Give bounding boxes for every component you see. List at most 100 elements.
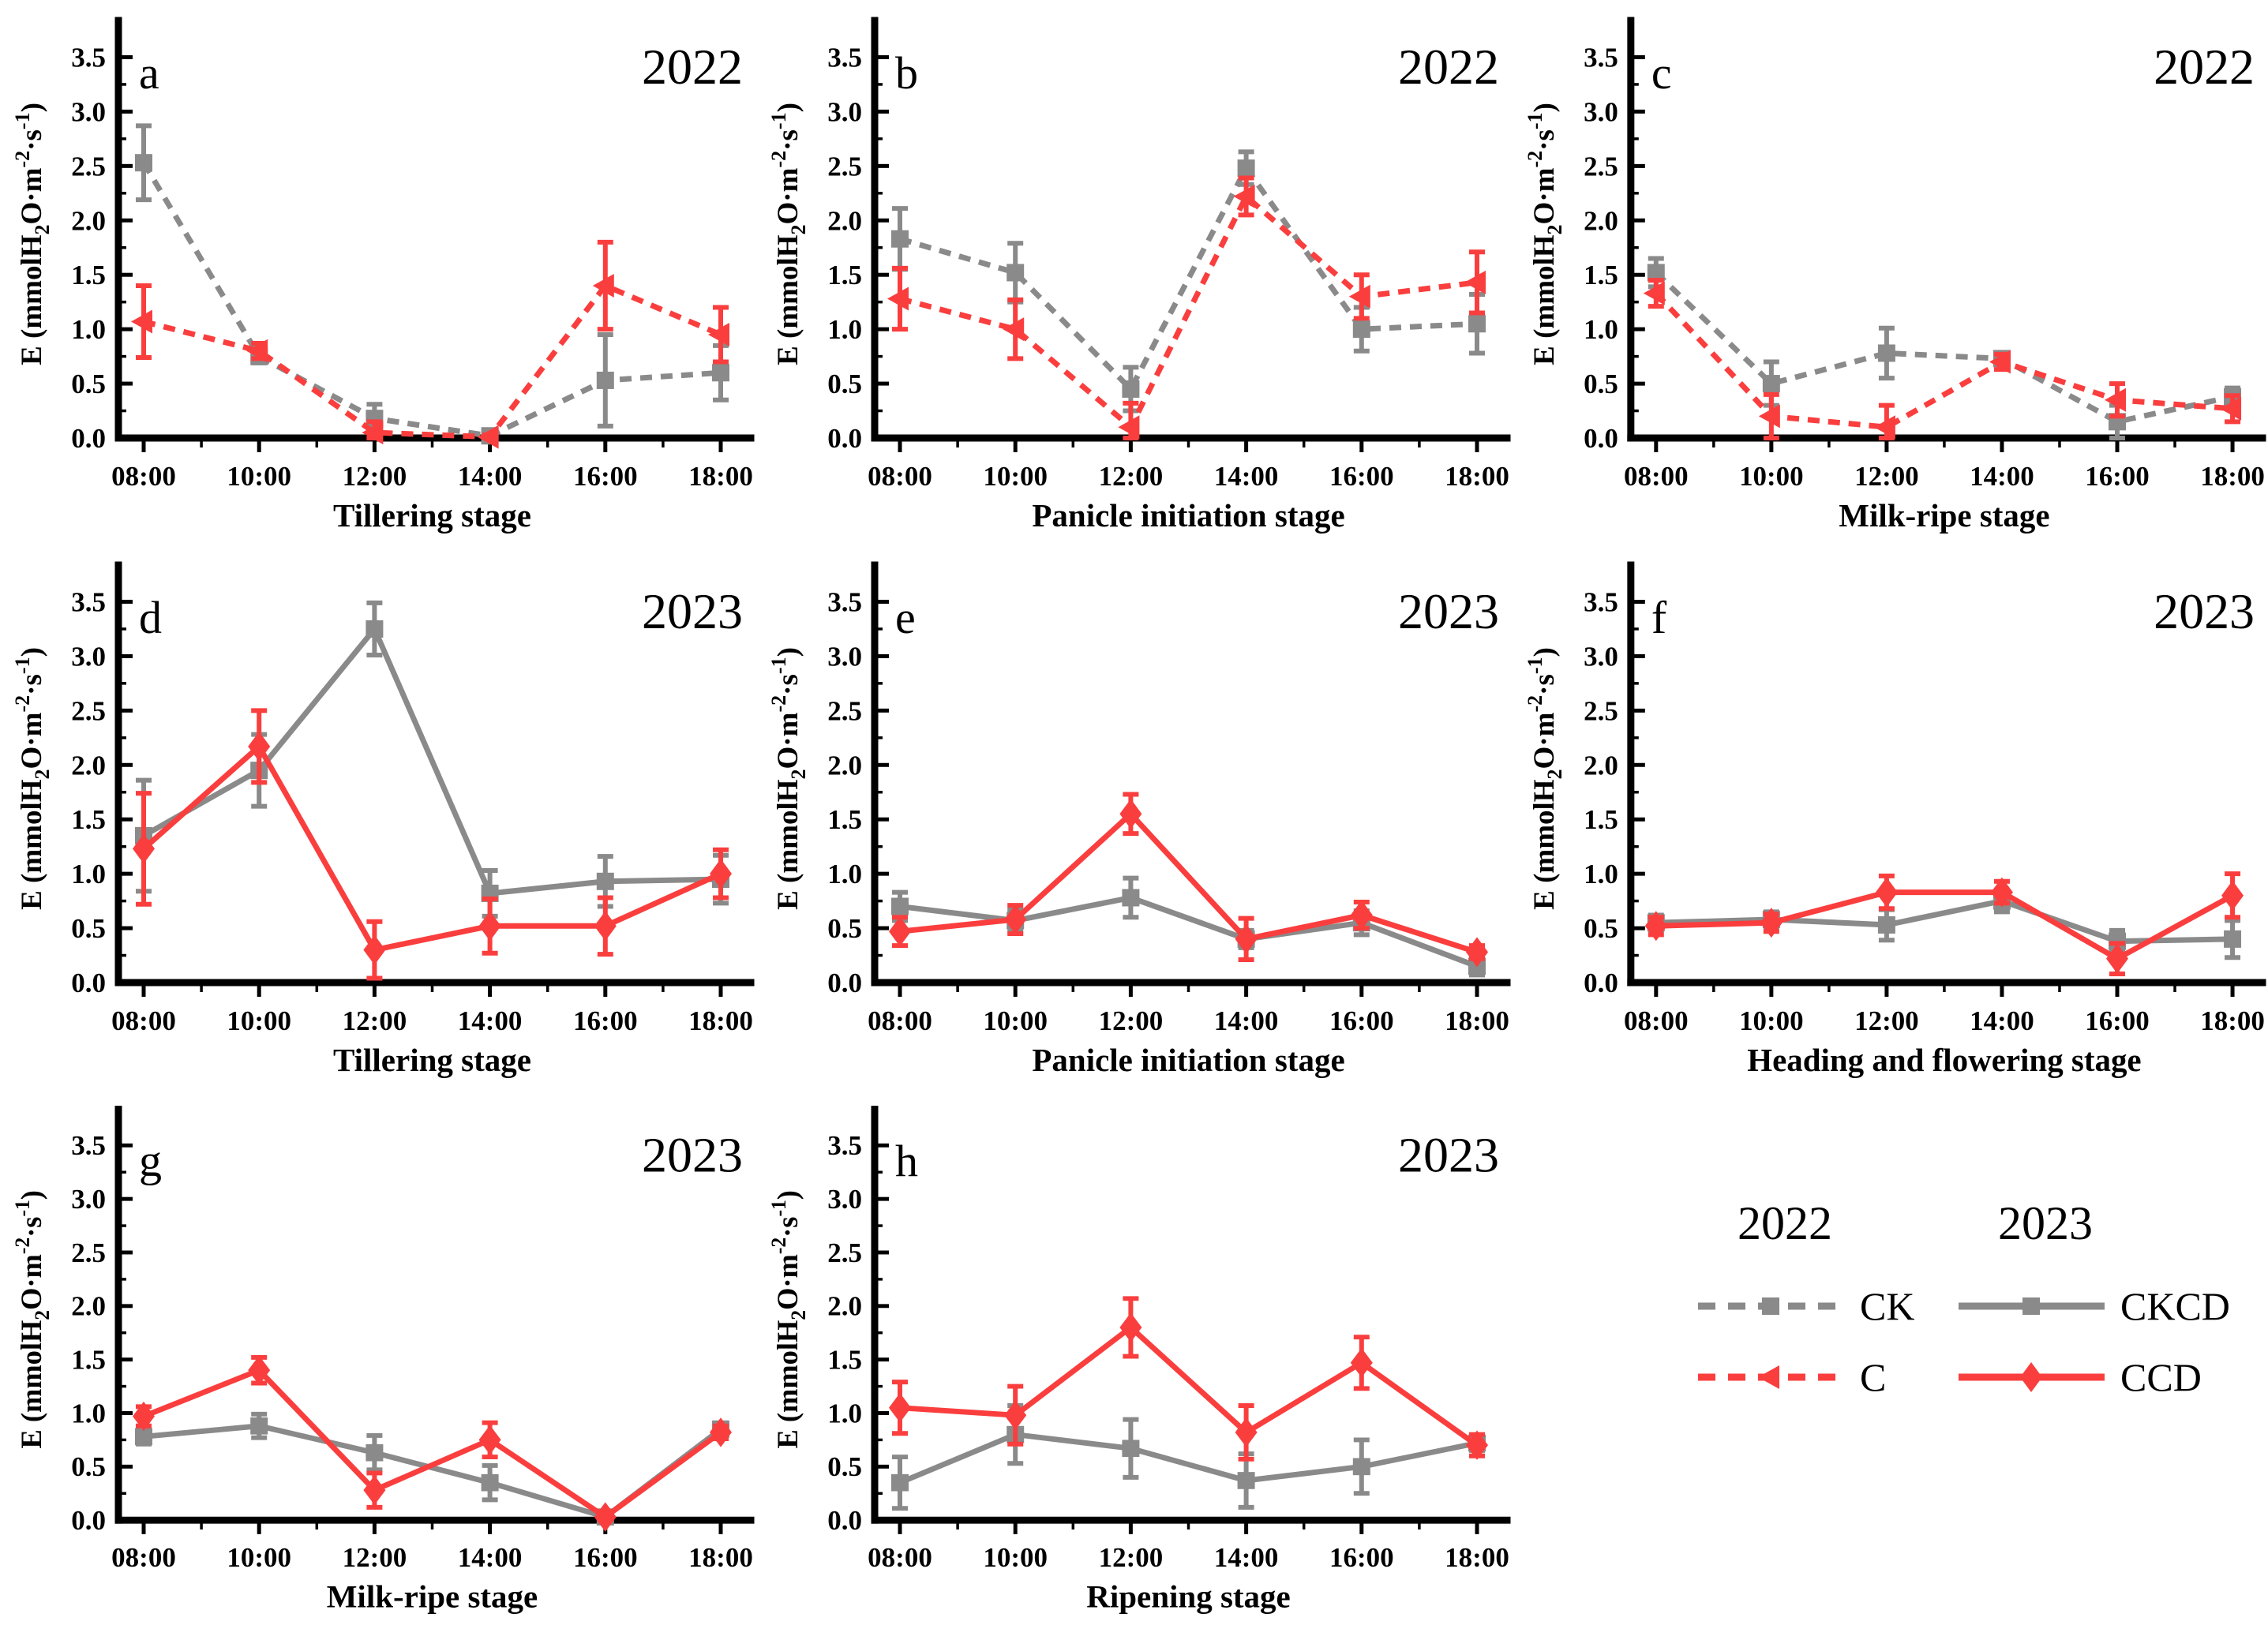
x-tick-label: 16:00 xyxy=(573,1542,638,1573)
marker-CCD xyxy=(1235,923,1258,954)
y-tick-label: 1.0 xyxy=(71,314,106,345)
y-axis-label: E (mmolH2O·m-2·s-1) xyxy=(11,1190,54,1448)
y-tick-label: 3.5 xyxy=(1584,586,1618,617)
marker-CK xyxy=(712,364,729,382)
marker-C xyxy=(2220,396,2242,421)
marker-CK xyxy=(891,230,909,248)
panel-year: 2022 xyxy=(1398,39,1499,95)
marker-CCD xyxy=(133,833,155,864)
series-line-CCD xyxy=(899,810,1479,955)
y-tick-label: 0.0 xyxy=(1584,968,1618,998)
marker-CKCD xyxy=(1237,1472,1255,1489)
y-tick-label: 1.5 xyxy=(1584,260,1618,290)
panel-year: 2022 xyxy=(2154,39,2255,95)
x-tick-label: 12:00 xyxy=(1854,461,1919,492)
series-line-CK xyxy=(141,161,722,439)
panel-year: 2023 xyxy=(642,1127,743,1182)
y-tick-label: 0.5 xyxy=(71,913,106,944)
panel-letter: b xyxy=(895,47,918,99)
y-tick-label: 1.5 xyxy=(827,1345,862,1376)
y-tick-label: 2.5 xyxy=(71,1237,106,1268)
panel-letter: a xyxy=(139,47,159,99)
y-tick-label: 2.0 xyxy=(1584,205,1618,236)
x-tick-label: 10:00 xyxy=(227,461,291,492)
x-tick-label: 14:00 xyxy=(458,1542,523,1573)
marker-CCD xyxy=(1119,1312,1142,1342)
panel-year: 2023 xyxy=(1398,583,1499,639)
marker-C xyxy=(1643,281,1665,305)
x-tick-label: 16:00 xyxy=(573,461,638,492)
x-tick-label: 10:00 xyxy=(227,1005,291,1036)
stage-label: Milk-ripe stage xyxy=(1839,497,2049,534)
marker-CCD xyxy=(1004,904,1027,935)
marker-CK xyxy=(1468,315,1486,333)
y-axis-label: E (mmolH2O·m-2·s-1) xyxy=(11,647,54,910)
marker-C xyxy=(1758,404,1780,429)
y-tick-label: 1.5 xyxy=(1584,804,1618,835)
marker-CCD xyxy=(594,1502,617,1532)
legend-label-C: C xyxy=(1860,1355,1886,1399)
x-tick-label: 16:00 xyxy=(1329,461,1394,492)
series-line-CK xyxy=(1654,270,2233,425)
y-tick-label: 2.0 xyxy=(71,1291,106,1322)
y-tick-label: 0.5 xyxy=(71,1451,106,1482)
y-axis-label: E (mmolH2O·m-2·s-1) xyxy=(11,103,54,365)
y-tick-label: 2.0 xyxy=(827,750,862,781)
x-tick-label: 12:00 xyxy=(343,1005,407,1036)
y-tick-label: 0.0 xyxy=(71,423,106,454)
series-line-CKCD xyxy=(143,1423,723,1520)
chart-panel-h: 0.0 0.5 1.0 1.5 2.0 2.5 3.0 3.5 08:00 10:00 12:00 1… xyxy=(756,1089,1513,1625)
chart-svg-d: 0.0 0.5 1.0 1.5 2.0 2.5 3.0 3.5 08:00 10:00 12:00 1… xyxy=(11,561,755,1078)
x-tick-label: 18:00 xyxy=(688,1542,753,1573)
marker-CKCD xyxy=(1877,915,1895,934)
y-tick-label: 3.5 xyxy=(827,1130,862,1161)
marker-C xyxy=(1758,1365,1779,1389)
y-tick-label: 0.5 xyxy=(827,369,862,399)
marker-C xyxy=(1003,317,1025,342)
x-tick-label: 14:00 xyxy=(458,1005,523,1036)
y-tick-label: 0.5 xyxy=(71,369,106,399)
x-tick-label: 08:00 xyxy=(868,461,932,492)
x-tick-label: 12:00 xyxy=(343,461,407,492)
y-axis-label: E (mmolH2O·m-2·s-1) xyxy=(767,647,810,910)
x-tick-label: 16:00 xyxy=(2085,1005,2150,1036)
marker-C xyxy=(246,339,268,363)
marker-CK xyxy=(1007,264,1025,282)
x-tick-label: 14:00 xyxy=(458,461,523,492)
marker-CCD xyxy=(889,916,911,947)
x-tick-label: 16:00 xyxy=(1329,1005,1394,1036)
marker-CCD xyxy=(248,731,271,762)
chart-panel-b: 0.0 0.5 1.0 1.5 2.0 2.5 3.0 3.5 08:00 10:00 12:00 1… xyxy=(756,0,1513,545)
y-tick-label: 3.0 xyxy=(1584,96,1618,127)
series-line-CK xyxy=(899,163,1478,394)
y-tick-label: 0.0 xyxy=(1584,423,1618,454)
marker-C xyxy=(2105,388,2126,412)
y-tick-label: 3.0 xyxy=(1584,641,1618,672)
marker-CCD xyxy=(594,911,617,942)
marker-CCD xyxy=(363,934,386,965)
marker-CCD xyxy=(1875,877,1898,908)
marker-CCD xyxy=(2020,1362,2042,1392)
legend-svg: 2022 CK C 2023 CKCD CCD xyxy=(1698,1197,2230,1399)
y-tick-label: 2.0 xyxy=(827,205,862,236)
y-tick-label: 1.0 xyxy=(1584,314,1618,345)
marker-C xyxy=(477,425,499,449)
y-tick-label: 2.0 xyxy=(71,205,106,236)
panel-year: 2023 xyxy=(642,583,743,639)
marker-CK xyxy=(596,371,614,389)
series-line-CKCD xyxy=(1655,897,2233,945)
legend-cell: 2022 CK C 2023 CKCD CCD xyxy=(1513,1089,2268,1625)
chart-svg-e: 0.0 0.5 1.0 1.5 2.0 2.5 3.0 3.5 08:00 10:00 12:00 1… xyxy=(767,561,1511,1078)
y-axis-label: E (mmolH2O·m-2·s-1) xyxy=(1524,647,1566,910)
marker-CCD xyxy=(710,859,732,889)
marker-CKCD xyxy=(366,1443,384,1462)
y-tick-label: 3.0 xyxy=(71,1184,106,1215)
stage-label: Tillering stage xyxy=(333,497,531,534)
series-line-CCD xyxy=(1655,889,2234,962)
y-tick-label: 3.0 xyxy=(71,96,106,127)
series-line-CKCD xyxy=(898,1432,1478,1485)
x-tick-label: 08:00 xyxy=(1624,461,1689,492)
chart-panel-g: 0.0 0.5 1.0 1.5 2.0 2.5 3.0 3.5 08:00 10:00 12:00 1… xyxy=(0,1089,756,1625)
x-tick-label: 08:00 xyxy=(111,461,176,492)
